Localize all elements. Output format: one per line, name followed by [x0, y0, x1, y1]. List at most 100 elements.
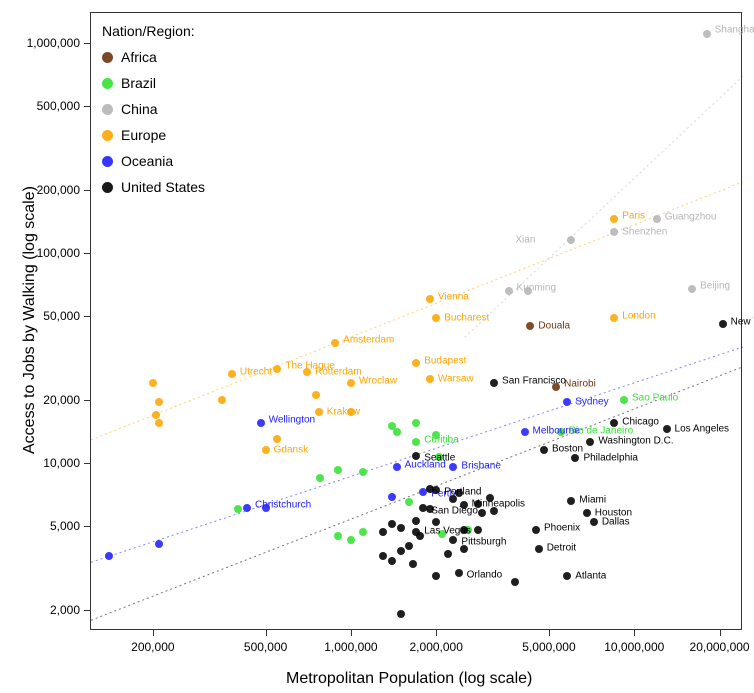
data-point: [316, 474, 324, 482]
point-label: Utrecht: [240, 366, 272, 377]
point-label: Dallas: [602, 517, 630, 528]
data-point: [449, 495, 457, 503]
data-point: [567, 497, 575, 505]
point-label: Rotterdam: [315, 367, 362, 378]
x-tick-label: 2,000,000: [410, 640, 463, 654]
data-point: [526, 322, 534, 330]
y-tick: [84, 526, 90, 527]
point-label: Beijing: [700, 281, 730, 292]
data-point: [234, 505, 242, 513]
y-tick: [84, 610, 90, 611]
data-point: [388, 557, 396, 565]
x-tick: [634, 630, 635, 636]
scatter-chart: Access to Jobs by Walking (log scale) Me…: [0, 0, 754, 693]
data-point: [663, 425, 671, 433]
data-point: [444, 550, 452, 558]
trend-line: [91, 367, 743, 621]
data-point: [474, 500, 482, 508]
data-point: [426, 295, 434, 303]
y-tick-label: 200,000: [0, 183, 80, 197]
data-point: [412, 452, 420, 460]
data-point: [455, 569, 463, 577]
point-label: Seattle: [424, 452, 455, 463]
data-point: [532, 526, 540, 534]
data-point: [432, 431, 440, 439]
x-tick-label: 200,000: [131, 640, 174, 654]
legend-item: Oceania: [102, 150, 205, 172]
data-point: [152, 411, 160, 419]
data-point: [243, 504, 251, 512]
data-point: [303, 368, 311, 376]
x-tick: [549, 630, 550, 636]
data-point: [388, 520, 396, 528]
data-point: [653, 215, 661, 223]
point-label: Paris: [622, 210, 645, 221]
point-label: Chicago: [622, 416, 659, 427]
x-tick: [351, 630, 352, 636]
data-point: [478, 509, 486, 517]
point-label: Amsterdam: [343, 335, 394, 346]
data-point: [405, 542, 413, 550]
legend-item: China: [102, 98, 205, 120]
legend-item: Europe: [102, 124, 205, 146]
data-point: [412, 438, 420, 446]
point-label: Wellington: [269, 414, 316, 425]
point-label: Los Angeles: [675, 423, 730, 434]
legend-label: Africa: [121, 46, 157, 68]
data-point: [426, 375, 434, 383]
data-point: [610, 314, 618, 322]
data-point: [334, 532, 342, 540]
data-point: [155, 398, 163, 406]
data-point: [412, 517, 420, 525]
x-tick-label: 10,000,000: [604, 640, 664, 654]
point-label: Krakow: [327, 406, 360, 417]
legend-title: Nation/Region:: [102, 20, 205, 42]
data-point: [571, 454, 579, 462]
data-point: [393, 463, 401, 471]
legend: Nation/Region: Africa Brazil China Europe Oc…: [102, 20, 205, 198]
point-label: Washington D.C.: [598, 436, 673, 447]
point-label: Vienna: [438, 292, 469, 303]
point-label: Pittsburgh: [461, 536, 506, 547]
data-point: [490, 379, 498, 387]
data-point: [511, 578, 519, 586]
point-label: Shenzhen: [622, 227, 667, 238]
y-tick: [84, 253, 90, 254]
data-point: [379, 528, 387, 536]
point-label: Brisbane: [461, 461, 500, 472]
point-label: Xian: [515, 235, 535, 246]
point-label: Curitiba: [424, 435, 458, 446]
data-point: [228, 370, 236, 378]
data-point: [149, 379, 157, 387]
y-tick: [84, 190, 90, 191]
data-point: [688, 285, 696, 293]
data-point: [262, 504, 270, 512]
data-point: [535, 545, 543, 553]
data-point: [397, 610, 405, 618]
y-tick: [84, 106, 90, 107]
x-axis-title: Metropolitan Population (log scale): [286, 670, 532, 688]
point-label: Shanghai: [715, 25, 754, 36]
data-point: [583, 509, 591, 517]
data-point: [432, 518, 440, 526]
data-point: [331, 339, 339, 347]
point-label: Bucharest: [444, 312, 489, 323]
data-point: [273, 435, 281, 443]
point-label: San Diego: [431, 505, 478, 516]
data-point: [610, 228, 618, 236]
data-point: [397, 547, 405, 555]
data-point: [449, 536, 457, 544]
data-point: [449, 463, 457, 471]
x-tick-label: 1,000,000: [324, 640, 377, 654]
point-label: Melbourne: [533, 426, 580, 437]
data-point: [155, 419, 163, 427]
legend-label: Brazil: [121, 72, 156, 94]
point-label: New York City: [731, 316, 754, 327]
y-tick-label: 10,000: [0, 456, 80, 470]
x-tick-label: 5,000,000: [522, 640, 575, 654]
data-point: [359, 468, 367, 476]
y-tick-label: 1,000,000: [0, 36, 80, 50]
point-label: Budapest: [424, 355, 466, 366]
legend-label: Europe: [121, 124, 166, 146]
data-point: [388, 493, 396, 501]
